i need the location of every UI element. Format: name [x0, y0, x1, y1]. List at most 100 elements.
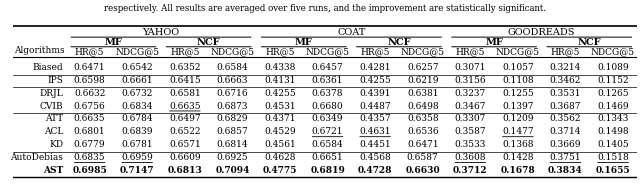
- Text: 0.4255: 0.4255: [264, 89, 296, 98]
- Text: 0.3608: 0.3608: [454, 153, 486, 162]
- Text: 0.1655: 0.1655: [596, 166, 630, 175]
- Text: 0.6609: 0.6609: [169, 153, 200, 162]
- Text: 0.7094: 0.7094: [215, 166, 250, 175]
- Text: 0.6630: 0.6630: [405, 166, 440, 175]
- Text: 0.6925: 0.6925: [216, 153, 248, 162]
- Text: 0.1209: 0.1209: [502, 114, 534, 123]
- Text: 0.6415: 0.6415: [169, 76, 201, 85]
- Text: 0.6721: 0.6721: [312, 127, 343, 136]
- Text: respectively. All results are averaged over five runs, and the improvement are s: respectively. All results are averaged o…: [104, 4, 546, 13]
- Text: 0.4131: 0.4131: [264, 76, 296, 85]
- Text: 0.6839: 0.6839: [122, 127, 153, 136]
- Text: 0.6584: 0.6584: [312, 140, 344, 149]
- Text: ATT: ATT: [45, 114, 63, 123]
- Text: AutoDebias: AutoDebias: [10, 153, 63, 162]
- Text: 0.1108: 0.1108: [502, 76, 534, 85]
- Text: MF: MF: [485, 38, 503, 47]
- Text: 0.6257: 0.6257: [407, 63, 438, 72]
- Text: HR@5: HR@5: [551, 47, 580, 56]
- Text: GOODREADS: GOODREADS: [508, 28, 575, 37]
- Text: 0.3669: 0.3669: [550, 140, 581, 149]
- Text: NDCG@5: NDCG@5: [496, 47, 540, 56]
- Text: 0.6358: 0.6358: [407, 114, 438, 123]
- Text: 0.4775: 0.4775: [263, 166, 297, 175]
- Text: 0.3462: 0.3462: [550, 76, 581, 85]
- Text: 0.4568: 0.4568: [359, 153, 391, 162]
- Text: 0.1498: 0.1498: [597, 127, 629, 136]
- Text: 0.6716: 0.6716: [216, 89, 248, 98]
- Text: 0.6471: 0.6471: [407, 140, 438, 149]
- Text: 0.6835: 0.6835: [74, 153, 106, 162]
- Text: 0.4451: 0.4451: [359, 140, 391, 149]
- Text: 0.3467: 0.3467: [454, 102, 486, 111]
- Text: 0.1469: 0.1469: [597, 102, 629, 111]
- Text: 0.6378: 0.6378: [312, 89, 343, 98]
- Text: HR@5: HR@5: [360, 47, 390, 56]
- Text: 0.4357: 0.4357: [359, 114, 391, 123]
- Text: 0.3071: 0.3071: [454, 63, 486, 72]
- Text: 0.4371: 0.4371: [264, 114, 296, 123]
- Text: 0.6651: 0.6651: [312, 153, 344, 162]
- Text: Algorithms: Algorithms: [14, 46, 65, 55]
- Text: 0.6542: 0.6542: [122, 63, 153, 72]
- Text: 0.6813: 0.6813: [168, 166, 202, 175]
- Text: YAHOO: YAHOO: [143, 28, 180, 37]
- Text: 0.6779: 0.6779: [74, 140, 106, 149]
- Text: 0.4561: 0.4561: [264, 140, 296, 149]
- Text: 0.7147: 0.7147: [120, 166, 154, 175]
- Text: 0.3714: 0.3714: [550, 127, 581, 136]
- Text: 0.6635: 0.6635: [169, 102, 200, 111]
- Text: 0.3834: 0.3834: [548, 166, 583, 175]
- Text: 0.6457: 0.6457: [312, 63, 344, 72]
- Text: 0.1255: 0.1255: [502, 89, 534, 98]
- Text: 0.6632: 0.6632: [74, 89, 106, 98]
- Text: 0.6361: 0.6361: [312, 76, 343, 85]
- Text: 0.3533: 0.3533: [454, 140, 486, 149]
- Text: IPS: IPS: [47, 76, 63, 85]
- Text: HR@5: HR@5: [75, 47, 104, 56]
- Text: 0.6471: 0.6471: [74, 63, 106, 72]
- Text: HR@5: HR@5: [170, 47, 200, 56]
- Text: MF: MF: [295, 38, 313, 47]
- Text: 0.3531: 0.3531: [550, 89, 581, 98]
- Text: 0.6834: 0.6834: [122, 102, 153, 111]
- Text: 0.1265: 0.1265: [597, 89, 629, 98]
- Text: 0.6587: 0.6587: [407, 153, 438, 162]
- Text: NDCG@5: NDCG@5: [115, 47, 159, 56]
- Text: COAT: COAT: [337, 28, 365, 37]
- Text: MF: MF: [104, 38, 122, 47]
- Text: 0.6536: 0.6536: [407, 127, 438, 136]
- Text: 0.1428: 0.1428: [502, 153, 534, 162]
- Text: 0.6985: 0.6985: [72, 166, 107, 175]
- Text: 0.3237: 0.3237: [454, 89, 486, 98]
- Text: 0.3562: 0.3562: [550, 114, 581, 123]
- Text: 0.4338: 0.4338: [264, 63, 296, 72]
- Text: 0.4529: 0.4529: [264, 127, 296, 136]
- Text: 0.6349: 0.6349: [312, 114, 343, 123]
- Text: 0.6732: 0.6732: [122, 89, 153, 98]
- Text: 0.6784: 0.6784: [122, 114, 153, 123]
- Text: HR@5: HR@5: [456, 47, 485, 56]
- Text: 0.6756: 0.6756: [74, 102, 106, 111]
- Text: 0.4391: 0.4391: [360, 89, 391, 98]
- Text: NCF: NCF: [577, 38, 601, 47]
- Text: 0.6663: 0.6663: [217, 76, 248, 85]
- Text: CVIB: CVIB: [40, 102, 63, 111]
- Text: 0.1089: 0.1089: [597, 63, 629, 72]
- Text: DRJL: DRJL: [40, 89, 63, 98]
- Text: 0.6801: 0.6801: [74, 127, 106, 136]
- Text: 0.6959: 0.6959: [122, 153, 153, 162]
- Text: 0.3156: 0.3156: [454, 76, 486, 85]
- Text: NDCG@5: NDCG@5: [211, 47, 255, 56]
- Text: ACL: ACL: [44, 127, 63, 136]
- Text: 0.1368: 0.1368: [502, 140, 534, 149]
- Text: 0.1678: 0.1678: [500, 166, 535, 175]
- Text: 0.1405: 0.1405: [597, 140, 629, 149]
- Text: 0.3587: 0.3587: [454, 127, 486, 136]
- Text: 0.3687: 0.3687: [550, 102, 581, 111]
- Text: Biased: Biased: [33, 63, 63, 72]
- Text: 0.1397: 0.1397: [502, 102, 534, 111]
- Text: 0.6661: 0.6661: [122, 76, 153, 85]
- Text: 0.4281: 0.4281: [360, 63, 391, 72]
- Text: 0.6873: 0.6873: [217, 102, 248, 111]
